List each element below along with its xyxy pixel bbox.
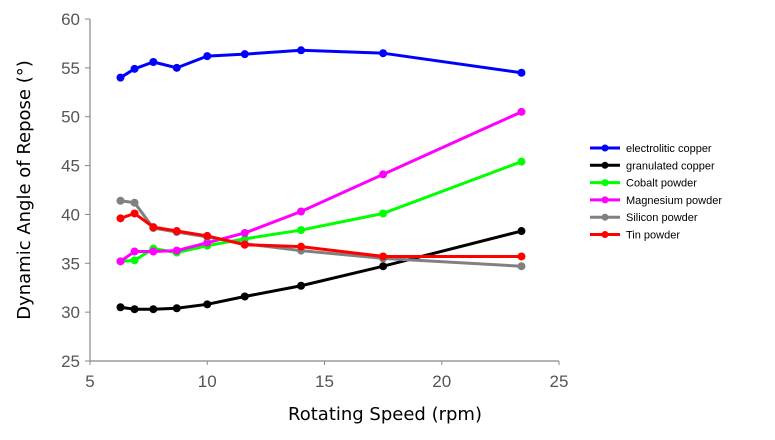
x-tick-label: 10 [198,372,217,391]
y-tick-label: 40 [61,205,80,224]
data-point [116,196,125,205]
legend-label: Cobalt powder [626,178,697,190]
legend-label: Tin powder [626,230,680,242]
data-point [116,303,125,312]
legend-marker [601,179,609,187]
data-point [379,170,388,179]
data-point [240,50,249,59]
series-magnesium-powder [116,107,526,266]
series-tin-powder [116,209,526,261]
data-point [130,256,139,265]
data-point [203,238,212,247]
axes: 5 10 15 20 25 25 30 35 40 45 50 55 60 [61,10,568,391]
data-point [297,226,306,235]
data-point [149,223,158,232]
data-point [379,209,388,218]
data-point [297,281,306,290]
data-point [116,214,125,223]
series-line [119,110,523,263]
x-tick-label: 5 [85,372,94,391]
legend-label: Silicon powder [626,212,698,224]
x-tick-label: 25 [550,372,569,391]
legend-label: electrolitic copper [626,143,712,155]
y-tick-label: 30 [61,303,80,322]
data-point [172,63,181,72]
legend-marker [601,213,609,221]
series-line [120,229,522,311]
series-group [116,46,526,314]
y-tick-label: 35 [61,254,80,273]
legend-marker [601,196,609,204]
data-point [149,305,158,314]
data-point [297,46,306,55]
data-point [379,262,388,271]
legend-label: Magnesium powder [626,195,722,207]
y-tick-label: 45 [61,157,80,176]
data-point [379,252,388,261]
data-point [240,292,249,301]
x-tick-label: 15 [315,372,334,391]
data-point [517,68,526,77]
data-point [172,304,181,313]
data-point [517,262,526,271]
data-point [297,242,306,251]
data-point [116,257,125,266]
data-point [149,57,158,66]
y-tick-label: 55 [61,59,80,78]
data-point [379,49,388,58]
data-point [172,227,181,236]
series-line [119,48,522,79]
data-point [130,209,139,218]
data-point [240,240,249,249]
data-point [116,73,125,82]
legend: electrolitic copper granulated copper Coba… [590,143,722,242]
x-axis-label: Rotating Speed (rpm) [288,404,482,425]
data-point [130,198,139,207]
data-point [130,64,139,73]
y-tick-label: 25 [61,352,80,371]
legend-marker [601,161,609,169]
data-point [130,305,139,314]
data-point [517,157,526,166]
y-tick-label: 50 [61,108,80,127]
legend-label: granulated copper [626,160,715,172]
series-granulated-copper [116,227,526,314]
data-point [297,207,306,216]
data-point [517,252,526,261]
y-axis-label: Dynamic Angle of Repose (°) [14,60,35,320]
data-point [517,107,526,116]
data-point [203,231,212,240]
data-point [172,246,181,255]
data-point [203,52,212,61]
legend-marker [601,144,609,152]
series-electrolitic-copper [116,46,526,82]
data-point [240,228,249,237]
x-tick-label: 20 [432,372,451,391]
data-point [130,247,139,256]
data-point [517,227,526,236]
data-point [203,300,212,309]
data-point [149,247,158,256]
legend-marker [601,231,609,238]
y-tick-label: 60 [61,10,80,29]
